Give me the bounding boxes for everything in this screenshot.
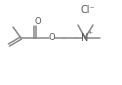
Text: N: N — [81, 33, 89, 43]
Text: +: + — [87, 31, 93, 36]
Text: Cl⁻: Cl⁻ — [81, 5, 95, 15]
Text: O: O — [49, 33, 55, 42]
Text: O: O — [35, 18, 41, 27]
